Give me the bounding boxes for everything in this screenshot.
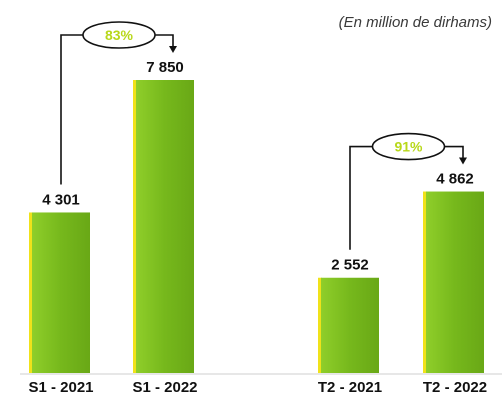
value-label: 7 850 xyxy=(146,59,184,76)
bar-edge xyxy=(133,80,137,373)
arrow-down-icon xyxy=(459,157,467,165)
value-label: 2 552 xyxy=(331,257,369,274)
bar xyxy=(136,80,194,373)
bar xyxy=(426,191,484,373)
growth-badge xyxy=(82,21,156,49)
category-label: S1 - 2021 xyxy=(28,379,93,396)
unit-note: (En million de dirhams) xyxy=(338,14,492,31)
arrow-down-icon xyxy=(169,46,177,53)
bar xyxy=(32,212,90,373)
value-label: 4 301 xyxy=(42,191,80,208)
category-label: S1 - 2022 xyxy=(132,379,197,396)
growth-label: 83% xyxy=(105,27,134,43)
value-label: 4 862 xyxy=(436,171,474,188)
growth-label: 91% xyxy=(394,139,423,155)
bar-edge xyxy=(423,191,427,373)
bar-edge xyxy=(318,277,322,373)
growth-badge xyxy=(371,132,446,161)
category-label: T2 - 2022 xyxy=(423,379,487,396)
bar xyxy=(321,277,379,373)
bar-edge xyxy=(29,212,33,373)
category-label: T2 - 2021 xyxy=(318,379,382,396)
